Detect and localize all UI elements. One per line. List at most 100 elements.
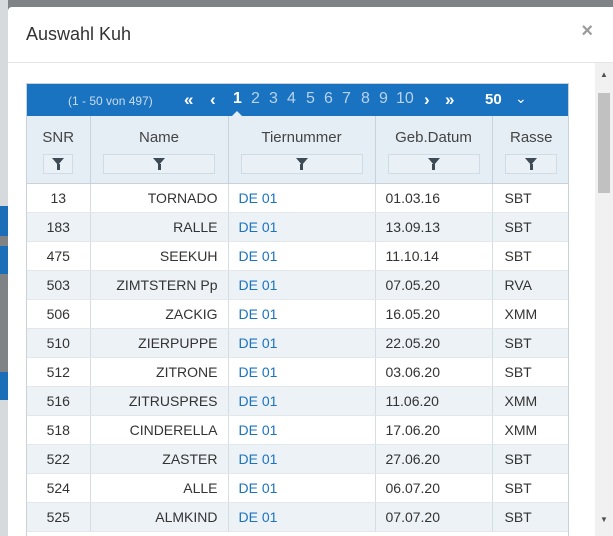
- filter-name[interactable]: [103, 154, 215, 174]
- prev-page-icon[interactable]: ‹: [210, 90, 216, 109]
- tiernummer-cell: DE 01: [228, 473, 376, 503]
- modal-header: Auswahl Kuh ×: [8, 7, 613, 63]
- close-icon[interactable]: ×: [581, 20, 593, 42]
- geb-datum-cell: 07.07.20: [375, 502, 493, 532]
- page-link-6[interactable]: 6: [324, 90, 333, 107]
- filter-tiernummer[interactable]: [240, 154, 363, 174]
- tiernummer-link[interactable]: DE 01: [238, 392, 278, 409]
- table-row[interactable]: 183 RALLE DE 01 13.09.13 SBT: [27, 212, 568, 242]
- tiernummer-cell: DE 01: [228, 212, 376, 242]
- table-row[interactable]: 512 ZITRONE DE 01 03.06.20 SBT: [27, 357, 568, 387]
- col-label-tiernummer: Tiernummer: [261, 129, 342, 146]
- tiernummer-link[interactable]: DE 01: [238, 334, 278, 351]
- table-row[interactable]: 518 CINDERELLA DE 01 17.06.20 XMM: [27, 415, 568, 445]
- scroll-down-icon[interactable]: ▼: [600, 515, 608, 524]
- geb-datum-cell: 16.05.20: [375, 299, 493, 329]
- col-header-tiernummer[interactable]: Tiernummer: [228, 116, 376, 184]
- filter-icon: [427, 158, 440, 170]
- snr-cell: 475: [27, 241, 91, 271]
- tiernummer-link[interactable]: DE 01: [238, 305, 278, 322]
- tiernummer-link[interactable]: DE 01: [238, 363, 278, 380]
- snr-cell: 516: [27, 386, 91, 416]
- tiernummer-link[interactable]: DE 01: [238, 479, 278, 496]
- col-header-name[interactable]: Name: [90, 116, 229, 184]
- tiernummer-link[interactable]: DE 01: [238, 218, 278, 235]
- filter-geb-datum[interactable]: [387, 154, 480, 174]
- page-link-4[interactable]: 4: [287, 90, 296, 107]
- table-row[interactable]: 510 ZIERPUPPE DE 01 22.05.20 SBT: [27, 328, 568, 358]
- table-row[interactable]: 13 TORNADO DE 01 01.03.16 SBT: [27, 183, 568, 213]
- page-link-3[interactable]: 3: [269, 90, 278, 107]
- page-link-9[interactable]: 9: [379, 90, 388, 107]
- filter-snr[interactable]: [43, 154, 74, 174]
- snr-cell: 524: [27, 473, 91, 503]
- table-row[interactable]: 522 ZASTER DE 01 27.06.20 SBT: [27, 444, 568, 474]
- geb-datum-cell: 11.10.14: [375, 241, 493, 271]
- geb-datum-cell: 17.06.20: [375, 415, 493, 445]
- page-link-5[interactable]: 5: [306, 90, 315, 107]
- table-header-row: SNR Name Tiernummer Geb.Datum: [27, 116, 568, 184]
- rasse-cell: XMM: [492, 386, 568, 416]
- tiernummer-cell: DE 01: [228, 183, 376, 213]
- table-row[interactable]: 475 SEEKUH DE 01 11.10.14 SBT: [27, 241, 568, 271]
- tiernummer-link[interactable]: DE 01: [238, 247, 278, 264]
- geb-datum-cell: 22.05.20: [375, 328, 493, 358]
- col-header-snr[interactable]: SNR: [27, 116, 91, 184]
- page-link-8[interactable]: 8: [361, 90, 370, 107]
- rasse-cell: SBT: [492, 502, 568, 532]
- name-cell: TORNADO: [90, 183, 229, 213]
- geb-datum-cell: 01.03.16: [375, 183, 493, 213]
- first-page-icon[interactable]: «: [184, 90, 194, 109]
- page-link-1[interactable]: 1: [233, 90, 242, 107]
- col-header-geb-datum[interactable]: Geb.Datum: [375, 116, 493, 184]
- name-cell: ZASTER: [90, 444, 229, 474]
- scroll-thumb[interactable]: [598, 93, 610, 193]
- table-row[interactable]: 516 ZITRUSPRES DE 01 11.06.20 XMM: [27, 386, 568, 416]
- modal-scrollbar[interactable]: ▲ ▼: [595, 63, 613, 536]
- name-cell: ALLE: [90, 473, 229, 503]
- name-cell: ZITRONE: [90, 357, 229, 387]
- background-app: [0, 400, 8, 536]
- table-row[interactable]: 525 ALMKIND DE 01 07.07.20 SBT: [27, 502, 568, 532]
- geb-datum-cell: 03.06.20: [375, 357, 493, 387]
- tiernummer-link[interactable]: DE 01: [238, 450, 278, 467]
- rasse-cell: XMM: [492, 299, 568, 329]
- table-row[interactable]: 503 ZIMTSTERN Pp DE 01 07.05.20 RVA: [27, 270, 568, 300]
- name-cell: ZITRUSPRES: [90, 386, 229, 416]
- geb-datum-cell: 06.07.20: [375, 473, 493, 503]
- active-page-marker: [231, 111, 243, 117]
- page-link-10[interactable]: 10: [396, 90, 414, 107]
- name-cell: RALLE: [90, 212, 229, 242]
- cow-grid: (1 - 50 von 497) « ‹ 1 2 3 4 5 6 7 8 9 1…: [26, 83, 569, 536]
- tiernummer-link[interactable]: DE 01: [238, 189, 278, 206]
- table-row[interactable]: 506 ZACKIG DE 01 16.05.20 XMM: [27, 299, 568, 329]
- tiernummer-link[interactable]: DE 01: [238, 421, 278, 438]
- tiernummer-cell: DE 01: [228, 328, 376, 358]
- filter-rasse[interactable]: [505, 154, 558, 174]
- modal-title: Auswahl Kuh: [26, 24, 132, 44]
- tiernummer-link[interactable]: DE 01: [238, 508, 278, 525]
- next-page-icon[interactable]: ›: [424, 90, 430, 109]
- name-cell: ALMKIND: [90, 502, 229, 532]
- col-label-rasse: Rasse: [509, 129, 553, 146]
- col-header-rasse[interactable]: Rasse: [492, 116, 568, 184]
- page-link-2[interactable]: 2: [251, 90, 260, 107]
- last-page-icon[interactable]: »: [445, 90, 455, 109]
- rasse-cell: XMM: [492, 415, 568, 445]
- tiernummer-cell: DE 01: [228, 299, 376, 329]
- select-cow-modal: Auswahl Kuh × (1 - 50 von 497) « ‹ 1 2 3…: [8, 7, 613, 536]
- tiernummer-cell: DE 01: [228, 502, 376, 532]
- geb-datum-cell: 27.06.20: [375, 444, 493, 474]
- chevron-down-icon[interactable]: ⌄: [515, 90, 527, 106]
- page-size-select[interactable]: 50: [485, 91, 502, 108]
- snr-cell: 503: [27, 270, 91, 300]
- tiernummer-link[interactable]: DE 01: [238, 276, 278, 293]
- table-row[interactable]: 524 ALLE DE 01 06.07.20 SBT: [27, 473, 568, 503]
- rasse-cell: SBT: [492, 212, 568, 242]
- scroll-up-icon[interactable]: ▲: [600, 70, 608, 79]
- page-link-7[interactable]: 7: [342, 90, 351, 107]
- background-bar: [0, 206, 8, 236]
- tiernummer-cell: DE 01: [228, 241, 376, 271]
- snr-cell: 525: [27, 502, 91, 532]
- rasse-cell: SBT: [492, 444, 568, 474]
